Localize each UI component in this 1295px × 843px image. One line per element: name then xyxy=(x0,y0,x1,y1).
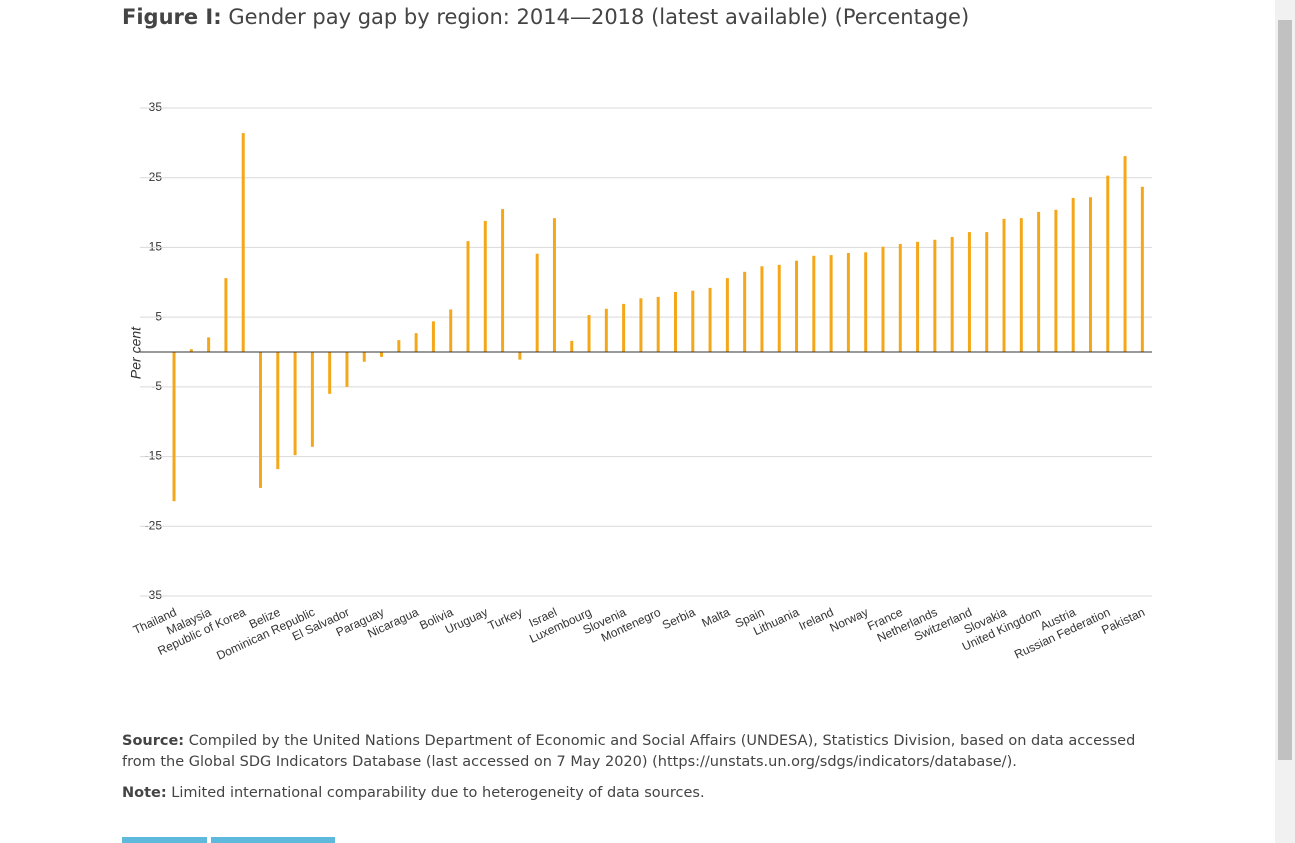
bar xyxy=(933,239,937,352)
button[interactable] xyxy=(211,837,335,843)
scrollbar[interactable] xyxy=(1275,0,1295,843)
x-tick-label: Norway xyxy=(828,605,871,635)
bar xyxy=(535,253,539,352)
source-label: Source: xyxy=(122,733,185,749)
bar xyxy=(518,352,522,360)
bar xyxy=(310,352,314,447)
y-tick-label: -25 xyxy=(145,518,163,532)
bar xyxy=(466,241,470,352)
bar xyxy=(1088,197,1092,352)
y-axis-label: Per cent xyxy=(128,326,144,379)
chart: Per cent -35-25-15-55152535ThailandMalay… xyxy=(128,100,1152,663)
source: Source: Compiled by the United Nations D… xyxy=(122,731,1152,773)
bar xyxy=(604,308,608,352)
bar xyxy=(708,287,712,352)
bar xyxy=(362,352,366,362)
y-tick-label: 5 xyxy=(155,309,162,323)
bar xyxy=(656,296,660,352)
bar xyxy=(293,352,297,456)
y-tick-label: -5 xyxy=(151,379,162,393)
bar xyxy=(985,232,989,352)
title: Figure I: Gender pay gap by region: 2014… xyxy=(122,5,969,29)
bar xyxy=(414,333,418,352)
bar xyxy=(1019,218,1023,352)
bar xyxy=(449,309,453,352)
bar xyxy=(397,340,401,352)
bar xyxy=(1123,156,1127,352)
bar xyxy=(639,298,643,352)
bar xyxy=(189,349,193,352)
scroll-thumb[interactable] xyxy=(1278,20,1292,760)
bar xyxy=(950,236,954,352)
bar xyxy=(829,255,833,352)
bar xyxy=(622,303,626,352)
bar xyxy=(846,253,850,352)
bar xyxy=(483,220,487,352)
bar xyxy=(864,252,868,352)
bar xyxy=(691,290,695,352)
bar xyxy=(777,264,781,352)
bar xyxy=(812,255,816,352)
bar xyxy=(172,352,176,502)
x-tick-label: Turkey xyxy=(486,605,525,633)
bar xyxy=(207,337,211,352)
bar xyxy=(1037,211,1041,352)
bar xyxy=(1002,218,1006,352)
bar xyxy=(328,352,332,394)
bar xyxy=(241,133,245,352)
figure-label: Figure I: xyxy=(122,5,222,29)
bar xyxy=(967,232,971,352)
y-tick-label: 35 xyxy=(149,100,163,114)
x-tick-label: Malta xyxy=(699,605,732,630)
bar xyxy=(276,352,280,470)
bar xyxy=(725,278,729,352)
bar xyxy=(916,241,920,352)
bar xyxy=(881,246,885,352)
button[interactable] xyxy=(122,837,207,843)
bar xyxy=(587,315,591,352)
y-tick-label: -35 xyxy=(145,588,163,602)
y-tick-label: 25 xyxy=(149,170,163,184)
bar xyxy=(380,352,384,357)
bar xyxy=(224,278,228,352)
note-label: Note: xyxy=(122,785,167,801)
bar xyxy=(760,266,764,352)
bar xyxy=(1106,175,1110,352)
bar xyxy=(1071,197,1075,352)
bar xyxy=(743,271,747,352)
x-tick-label: Serbia xyxy=(660,605,698,632)
y-tick-label: -15 xyxy=(145,449,163,463)
bar xyxy=(259,352,263,488)
bar xyxy=(898,243,902,352)
source-text: Compiled by the United Nations Departmen… xyxy=(122,733,1136,770)
bar xyxy=(570,340,574,352)
bar xyxy=(1054,209,1058,352)
bar xyxy=(1140,186,1144,352)
chart-title: Gender pay gap by region: 2014—2018 (lat… xyxy=(228,5,970,29)
bar xyxy=(501,209,505,352)
bar xyxy=(795,260,799,352)
bar xyxy=(345,352,349,387)
bar xyxy=(552,218,556,352)
bar xyxy=(431,321,435,352)
bar xyxy=(673,292,677,352)
note: Note: Limited international comparabilit… xyxy=(122,783,1152,804)
y-tick-label: 15 xyxy=(149,240,163,254)
note-text: Limited international comparability due … xyxy=(171,785,705,801)
